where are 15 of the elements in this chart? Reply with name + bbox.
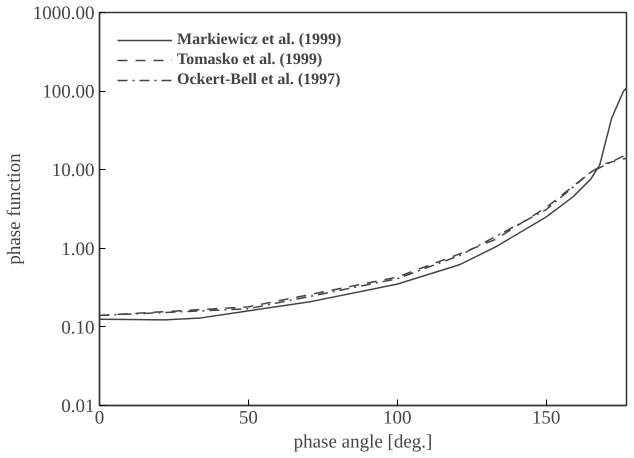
- y-axis-title: phase function: [4, 152, 25, 265]
- y-tick-label: 0.10: [61, 317, 94, 338]
- y-tick-label: 10.00: [52, 160, 94, 182]
- x-tick-label: 150: [532, 408, 560, 428]
- legend-label: Ockert-Bell et al. (1997): [177, 71, 340, 89]
- legend-label: Markiewicz et al. (1999): [177, 31, 342, 49]
- y-tick-label: 0.01: [61, 396, 94, 417]
- legend-label: Tomasko et al. (1999): [177, 51, 322, 69]
- y-tick-label: 1000.00: [32, 3, 94, 24]
- y-tick-label: 1.00: [61, 238, 94, 260]
- x-tick-label: 0: [94, 408, 104, 428]
- x-tick-label: 50: [238, 408, 258, 428]
- x-tick-label: 100: [382, 408, 412, 428]
- y-tick-label: 100.00: [42, 82, 94, 103]
- x-axis-title: phase angle [deg.]: [294, 432, 432, 452]
